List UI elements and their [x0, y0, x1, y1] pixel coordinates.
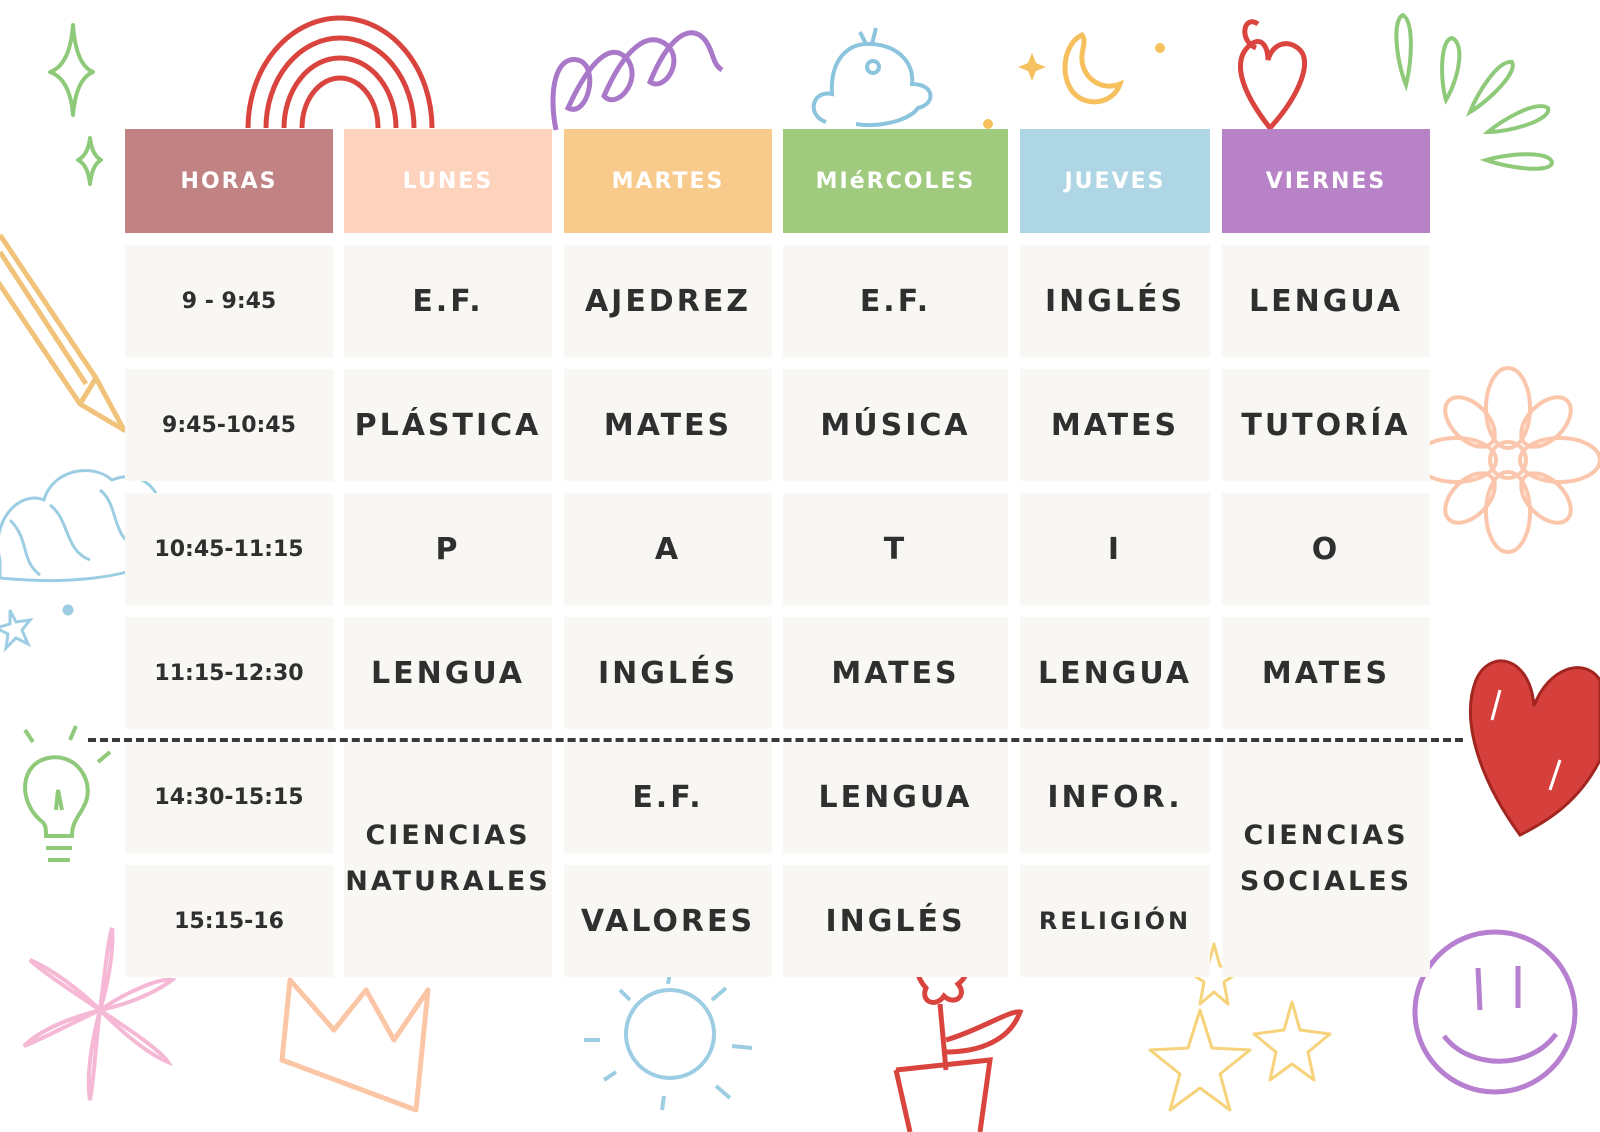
star-flower-icon: [22, 927, 177, 1101]
subject-cell: VALORES: [564, 865, 772, 977]
header-lunes: LUNES: [344, 129, 552, 233]
subject-cell: RELIGIÓN: [1020, 865, 1210, 977]
subject-cell: INGLÉS: [783, 865, 1008, 977]
patio-letter: A: [564, 493, 772, 605]
hour-cell: 11:15-12:30: [125, 617, 333, 729]
smiley-icon: [1412, 929, 1578, 1095]
subject-cell: INFOR.: [1020, 741, 1210, 853]
lunch-divider: [88, 738, 1463, 742]
subject-cell: MATES: [1020, 369, 1210, 481]
potted-flower-icon: [893, 951, 1024, 1132]
patio-letter: I: [1020, 493, 1210, 605]
subject-line: CIENCIAS: [1243, 820, 1409, 851]
bird-icon: [811, 27, 933, 127]
subject-cell: INGLÉS: [564, 617, 772, 729]
hour-cell: 10:45-11:15: [125, 493, 333, 605]
hour-cell: 14:30-15:15: [125, 741, 333, 853]
header-horas: HORAS: [125, 129, 333, 233]
subject-cell: MATES: [783, 617, 1008, 729]
subject-cell: LENGUA: [344, 617, 552, 729]
subject-cell-ciencias-sociales: CIENCIAS SOCIALES: [1222, 741, 1430, 977]
crown-icon: [279, 977, 431, 1113]
subject-cell: INGLÉS: [1020, 245, 1210, 357]
big-heart-icon: [1469, 659, 1600, 837]
rainbow-icon: [245, 15, 435, 129]
header-miercoles: MIéRCOLES: [783, 129, 1008, 233]
subject-line: NATURALES: [345, 866, 551, 897]
lightbulb-icon: [23, 725, 112, 862]
subject-cell: TUTORÍA: [1222, 369, 1430, 481]
moon-icon: [983, 31, 1165, 129]
subject-cell: MATES: [564, 369, 772, 481]
subject-cell: MÚSICA: [783, 369, 1008, 481]
sunburst-icon: [1394, 12, 1555, 171]
hour-cell: 9 - 9:45: [125, 245, 333, 357]
subject-cell: PLÁSTICA: [344, 369, 552, 481]
subject-cell: E.F.: [344, 245, 552, 357]
subject-cell: AJEDREZ: [564, 245, 772, 357]
subject-cell: MATES: [1222, 617, 1430, 729]
sparkle-icon: [48, 23, 103, 186]
subject-line: CIENCIAS: [365, 820, 531, 851]
patio-letter: O: [1222, 493, 1430, 605]
subject-cell: E.F.: [564, 741, 772, 853]
subject-cell-ciencias-naturales: CIENCIAS NATURALES: [344, 741, 552, 977]
hour-cell: 9:45-10:45: [125, 369, 333, 481]
subject-cell: E.F.: [783, 245, 1008, 357]
header-viernes: VIERNES: [1222, 129, 1430, 233]
cloud-icon: [0, 469, 162, 653]
hour-cell: 15:15-16: [125, 865, 333, 977]
subject-cell: LENGUA: [783, 741, 1008, 853]
header-jueves: JUEVES: [1020, 129, 1210, 233]
heart-icon: [1237, 19, 1307, 132]
subject-line: SOCIALES: [1239, 866, 1413, 897]
flower-icon: [1414, 366, 1600, 554]
header-martes: MARTES: [564, 129, 772, 233]
patio-letter: T: [783, 493, 1008, 605]
subject-cell: LENGUA: [1222, 245, 1430, 357]
pencil-icon: [0, 233, 127, 433]
spiral-icon: [550, 30, 724, 131]
sun-icon: [584, 971, 753, 1111]
subject-cell: LENGUA: [1020, 617, 1210, 729]
patio-letter: P: [344, 493, 552, 605]
